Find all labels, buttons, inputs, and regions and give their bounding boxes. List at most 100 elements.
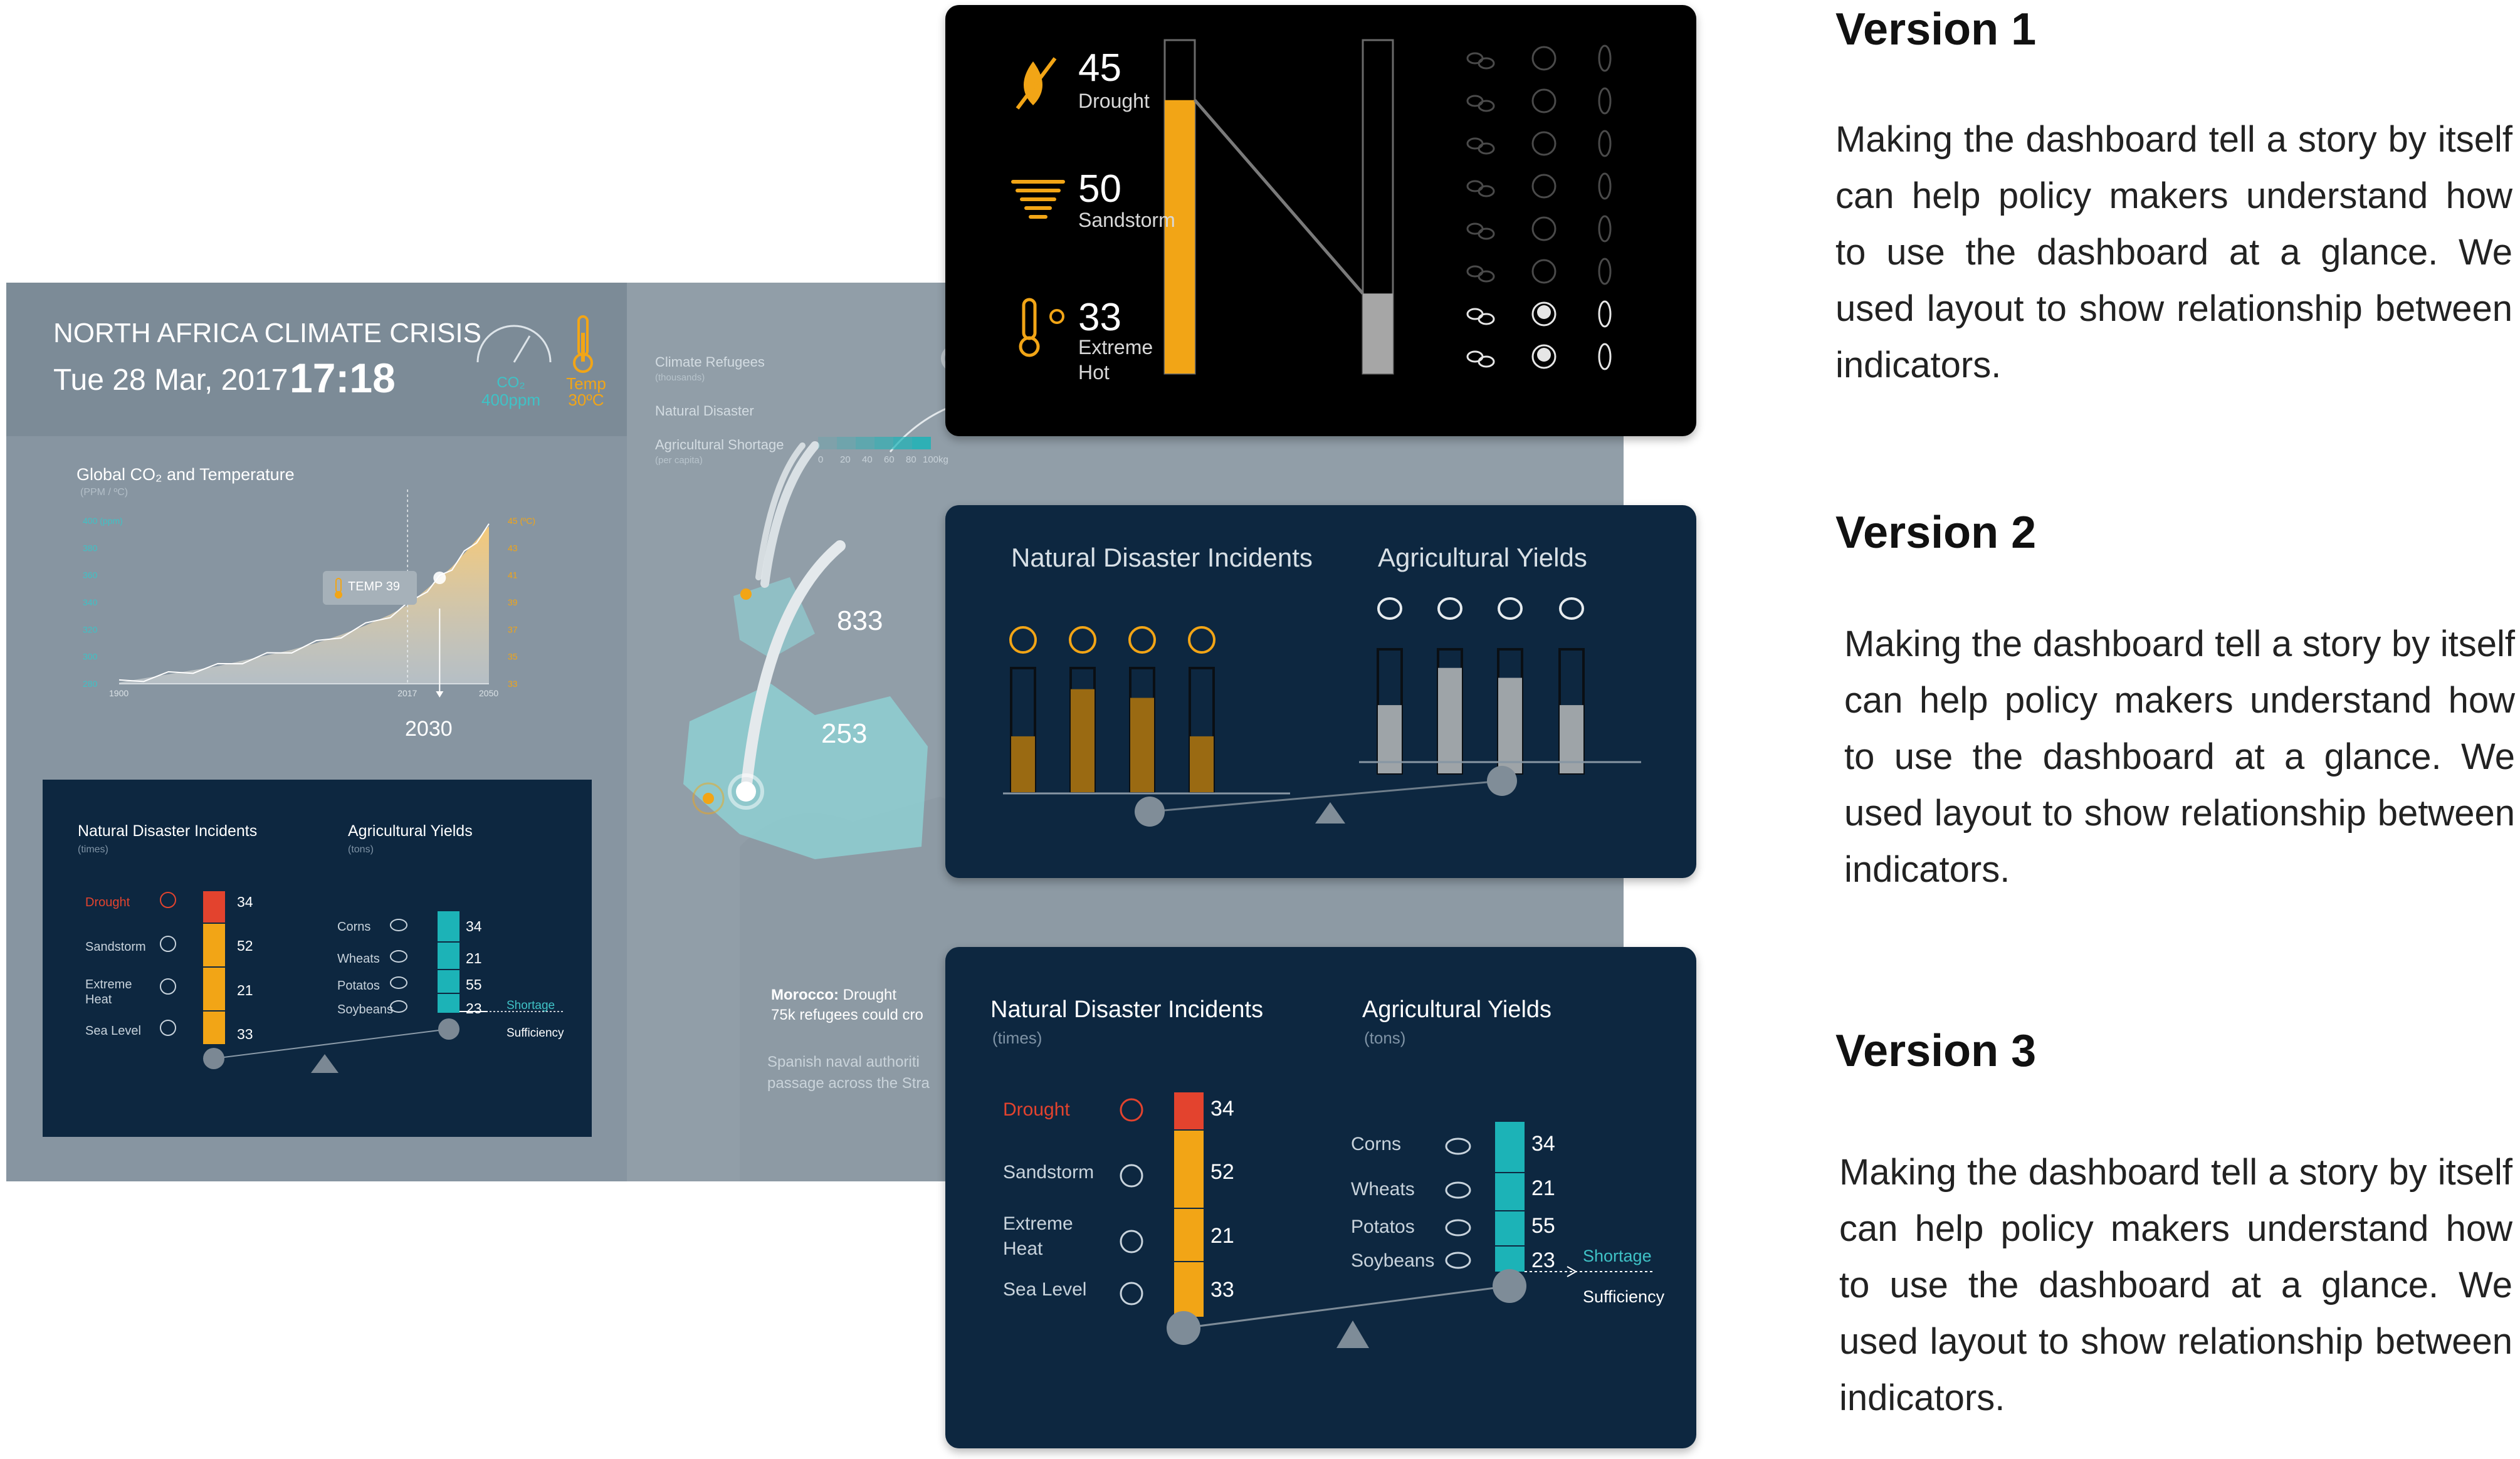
co2-value: 400ppm <box>481 390 540 409</box>
v1-heat-label: Extreme <box>1078 336 1153 358</box>
v3-label-soybeans: Soybeans <box>1351 1250 1435 1271</box>
y-left-tick: 400 (ppm) <box>83 516 123 526</box>
v1-wheat-icon-2 <box>1478 355 1495 368</box>
v1-wheat-icon <box>1466 52 1484 65</box>
panel-label-wheats: Wheats <box>337 952 380 966</box>
v1-heat-icon-tube <box>1022 298 1037 340</box>
v3-shortage-label: Shortage <box>1583 1247 1652 1265</box>
panel-label-extreme: Extreme <box>85 978 132 991</box>
tooltip-thermometer-icon <box>335 578 342 599</box>
dashboard-header <box>6 283 627 436</box>
map-region-highlight <box>683 684 928 859</box>
v3-bar-potatos <box>1495 1211 1525 1245</box>
legend-refugees-label: Climate Refugees <box>655 354 765 370</box>
v2-extreme-heat-icon <box>1128 626 1156 654</box>
y-right-tick: 35 <box>508 652 518 662</box>
legend-shortage-swatch <box>856 437 874 449</box>
legend-scale-0: 0 <box>818 454 824 465</box>
panel-bar-sea-level <box>203 1012 225 1044</box>
v1-wheat-icon-2 <box>1478 100 1495 112</box>
version2-title: Version 2 <box>1835 508 2037 558</box>
v3-corn-icon <box>1445 1137 1471 1155</box>
panel-label-potatos: Potatos <box>337 979 380 993</box>
v1-wheat-icon-2 <box>1478 57 1495 70</box>
panel-label-heat: Heat <box>85 993 112 1007</box>
drought-icon <box>160 892 176 908</box>
spanish-line2: passage across the Stra <box>767 1075 930 1092</box>
y-left-tick: 380 <box>83 543 98 553</box>
temp-value: 30ºC <box>568 390 604 409</box>
panel-shortage-label: Shortage <box>507 999 555 1012</box>
chart-tooltip <box>323 571 417 605</box>
y-left-tick: 300 <box>83 652 98 662</box>
panel-sufficiency-label: Sufficiency <box>507 1027 564 1040</box>
chart-year-marker: 2030 <box>405 717 453 741</box>
version3-graphic <box>1120 1092 1652 1348</box>
v1-wheat-icon <box>1466 137 1484 150</box>
v2-yield-bar-fill <box>1378 705 1402 773</box>
v2-wheat-icon <box>1498 597 1523 620</box>
v3-drought-icon <box>1120 1098 1143 1122</box>
v1-corn-icon <box>1598 258 1612 285</box>
v3-bar-wheats <box>1495 1173 1525 1210</box>
v1-drought-value: 45 <box>1078 46 1121 90</box>
v1-corn-icon <box>1598 215 1612 243</box>
map-flow-path-2 <box>755 442 806 580</box>
v2-sandstorm-icon <box>1069 626 1096 654</box>
v3-yields-title: Agricultural Yields <box>1362 996 1552 1023</box>
y-right-tick: 37 <box>508 624 518 634</box>
x-tick-label: 2050 <box>479 688 498 698</box>
v2-yields-title: Agricultural Yields <box>1378 543 1587 572</box>
y-right-tick: 43 <box>508 543 518 553</box>
version3-description: Making the dashboard tell a story by its… <box>1839 1152 2512 1418</box>
v1-corn-icon <box>1598 300 1612 328</box>
chart-title: Global CO₂ and Temperature <box>76 465 295 484</box>
v2-disaster-bar-fill <box>1130 698 1154 792</box>
v1-sandstorm-label: Sandstorm <box>1078 209 1175 231</box>
v2-corn-icon <box>1377 597 1402 620</box>
v1-corn-icon <box>1598 87 1612 115</box>
y-right-tick: 33 <box>508 679 518 689</box>
version1-description: Making the dashboard tell a story by its… <box>1835 119 2512 385</box>
v1-wheat-icon-2 <box>1478 313 1495 325</box>
v3-bar-sandstorm <box>1174 1131 1204 1208</box>
v1-cotton-icon <box>1531 344 1557 369</box>
panel-value-soybeans: 23 <box>466 1000 482 1017</box>
v2-balance-left-weight <box>1135 797 1165 827</box>
morocco-title: Morocco: <box>771 986 839 1003</box>
v1-wheat-icon-2 <box>1478 270 1495 283</box>
legend-scale-60: 60 <box>884 454 895 465</box>
panel-bar-extreme-heat <box>203 968 225 1010</box>
co2-gauge-icon <box>476 325 552 363</box>
v1-cotton-icon-fill <box>1537 348 1551 362</box>
map-disaster-ring <box>692 782 725 815</box>
temp-label: Temp <box>566 374 606 393</box>
v1-cotton-icon <box>1531 131 1557 156</box>
legend-scale-20: 20 <box>840 454 851 465</box>
v1-wheat-icon <box>1466 180 1484 192</box>
v3-wheat-icon <box>1445 1181 1471 1199</box>
v1-corn-icon <box>1598 343 1612 370</box>
temperature-line <box>118 523 490 682</box>
morocco-caption: Morocco: Drought <box>771 986 896 1004</box>
v3-value-corns: 34 <box>1531 1132 1555 1156</box>
v3-potato-icon <box>1445 1219 1471 1237</box>
v1-wheat-icon <box>1466 95 1484 107</box>
y-left-tick: 280 <box>83 679 98 689</box>
dashboard-date: Tue 28 Mar, 2017 <box>53 363 288 397</box>
soybean-icon <box>390 1000 407 1013</box>
v1-wheat-icon-2 <box>1478 142 1495 155</box>
v3-soybean-icon <box>1445 1252 1471 1269</box>
thermometer-icon <box>573 315 593 373</box>
y-right-tick: 45 (ºC) <box>508 516 535 526</box>
v3-sufficiency-label: Sufficiency <box>1583 1287 1665 1306</box>
v3-label-extreme: Extreme <box>1003 1213 1073 1234</box>
v3-sandstorm-icon <box>1120 1164 1143 1188</box>
v2-disaster-bar-fill <box>1190 736 1214 792</box>
extreme-heat-icon <box>160 978 176 995</box>
panel-disaster-subtitle: (times) <box>78 844 108 855</box>
panel-disaster-title: Natural Disaster Incidents <box>78 822 258 840</box>
v3-bar-sea-level <box>1174 1262 1204 1317</box>
v2-yield-bar-fill <box>1560 705 1583 773</box>
v3-value-sandstorm: 52 <box>1210 1160 1234 1184</box>
